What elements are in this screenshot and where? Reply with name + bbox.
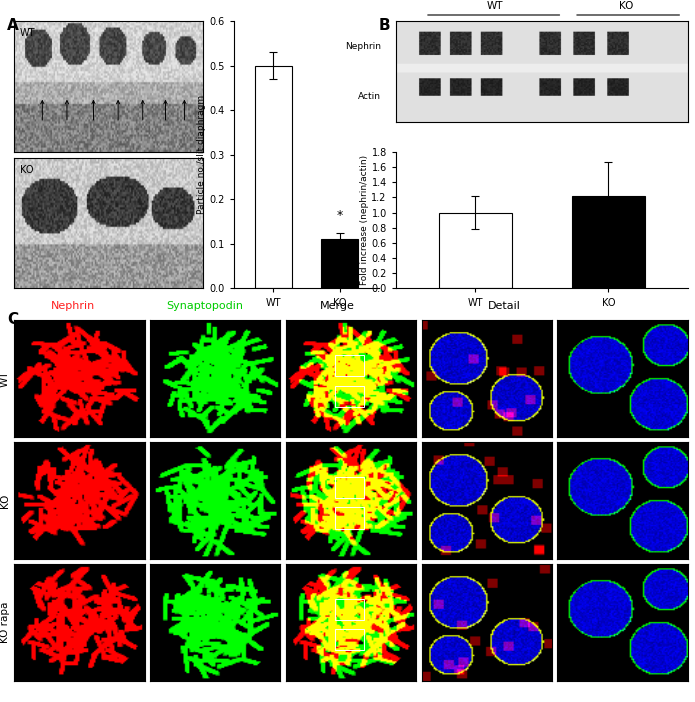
Text: KO: KO: [19, 164, 33, 175]
Text: Nephrin: Nephrin: [51, 301, 95, 311]
Y-axis label: Particle no./slit diaphragm: Particle no./slit diaphragm: [197, 95, 206, 214]
Bar: [321, 239, 358, 289]
Text: Merge: Merge: [320, 301, 354, 311]
Text: *: *: [336, 208, 343, 222]
Bar: [439, 213, 512, 289]
Bar: [255, 65, 291, 289]
Text: WT: WT: [487, 1, 503, 11]
Bar: [572, 196, 645, 289]
Text: Nephrin: Nephrin: [345, 42, 381, 51]
Bar: [335, 477, 364, 498]
Text: WT: WT: [19, 27, 35, 38]
Text: KO: KO: [619, 1, 634, 11]
Y-axis label: KO: KO: [0, 494, 10, 508]
Text: Detail: Detail: [487, 301, 521, 311]
Text: B: B: [379, 18, 391, 32]
Y-axis label: Fold increase (nephrin/actin): Fold increase (nephrin/actin): [359, 155, 368, 285]
Bar: [335, 630, 364, 651]
Y-axis label: KO rapa: KO rapa: [0, 602, 10, 643]
Bar: [335, 508, 364, 529]
Bar: [335, 385, 364, 406]
Text: Synaptopodin: Synaptopodin: [167, 301, 243, 311]
Bar: [335, 599, 364, 620]
Text: C: C: [7, 312, 18, 327]
Text: A: A: [7, 18, 19, 32]
Bar: [335, 355, 364, 376]
Text: Actin: Actin: [358, 93, 381, 101]
Y-axis label: WT: WT: [0, 370, 10, 387]
